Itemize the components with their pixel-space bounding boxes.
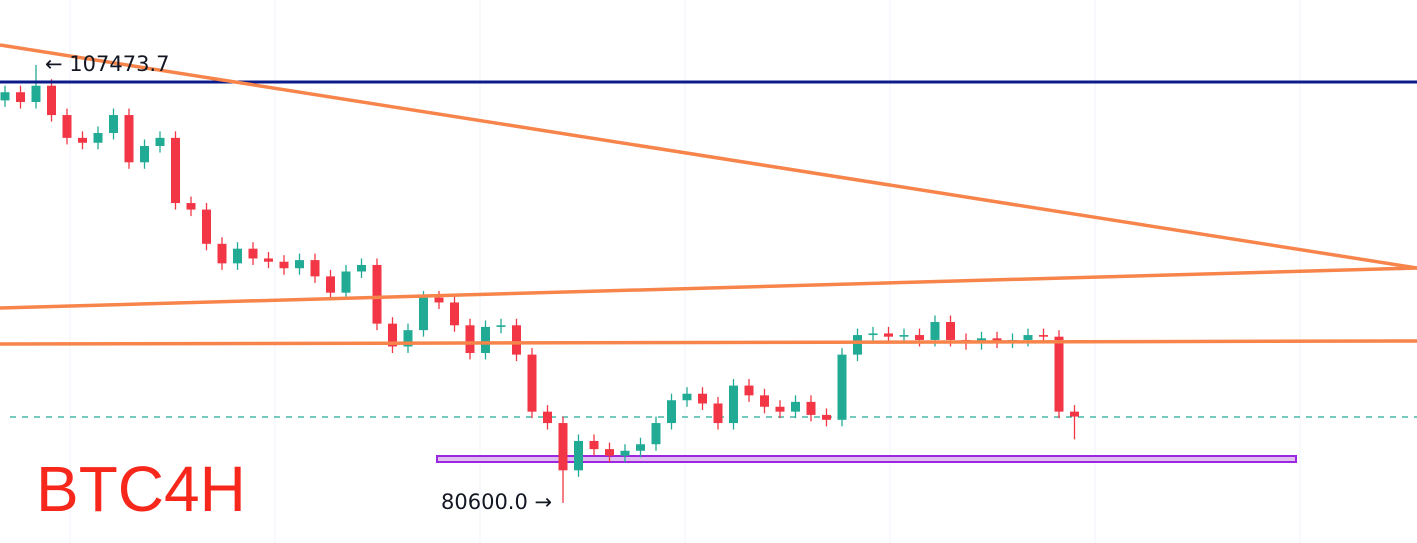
candle-body bbox=[930, 322, 940, 340]
candle-body bbox=[682, 393, 692, 401]
candle-body bbox=[140, 146, 149, 163]
candle-body bbox=[946, 322, 955, 340]
candle-body bbox=[465, 325, 475, 353]
candle-body bbox=[155, 137, 165, 147]
candle-body bbox=[434, 297, 444, 303]
candle-body bbox=[217, 243, 227, 264]
candle-body bbox=[605, 449, 614, 456]
candle-body bbox=[496, 325, 506, 327]
candle-body bbox=[62, 115, 72, 138]
candle-body bbox=[171, 137, 180, 204]
candle-body bbox=[31, 85, 41, 103]
support-zone bbox=[436, 455, 1297, 463]
candle-body bbox=[899, 335, 909, 337]
candle-body bbox=[1039, 335, 1048, 337]
candle-body bbox=[868, 333, 878, 336]
candle-body bbox=[341, 271, 351, 293]
candle-body bbox=[279, 261, 289, 269]
candle-body bbox=[93, 132, 103, 143]
candle-body bbox=[884, 333, 893, 337]
candle-body bbox=[574, 440, 583, 471]
candle-body bbox=[403, 330, 413, 347]
candle-body bbox=[729, 385, 738, 424]
candle-body bbox=[481, 326, 490, 353]
candle-body bbox=[295, 260, 304, 269]
candle-body bbox=[310, 260, 320, 277]
candles bbox=[0, 64, 1079, 503]
candle-body bbox=[202, 209, 211, 244]
candle-body bbox=[853, 335, 862, 355]
candle-body bbox=[806, 401, 816, 415]
candle-body bbox=[109, 115, 118, 133]
trendline bbox=[0, 266, 1417, 310]
low-label: 80600.0 → bbox=[441, 490, 552, 514]
trendlines bbox=[0, 43, 1417, 346]
candle-body bbox=[667, 400, 676, 424]
candle-body bbox=[264, 258, 273, 262]
candle-body bbox=[620, 450, 630, 456]
candle-body bbox=[78, 137, 87, 143]
candle-body bbox=[1054, 336, 1064, 412]
trendline bbox=[0, 43, 1417, 270]
candle-body bbox=[915, 335, 924, 340]
candle-body bbox=[775, 406, 785, 412]
candle-body bbox=[372, 264, 382, 324]
candle-body bbox=[419, 297, 428, 331]
candle-body bbox=[713, 403, 723, 424]
trendline bbox=[0, 339, 1417, 346]
candle-body bbox=[992, 338, 1002, 342]
candle-body bbox=[651, 423, 661, 445]
candle-body bbox=[1023, 335, 1033, 340]
candle-body bbox=[636, 444, 645, 451]
candle-body bbox=[558, 423, 568, 471]
candle-body bbox=[357, 264, 366, 272]
candle-body bbox=[760, 395, 769, 407]
candle-body bbox=[698, 393, 707, 404]
candle-body bbox=[744, 385, 754, 396]
candle-body bbox=[16, 92, 25, 103]
candle-body bbox=[233, 248, 242, 264]
candle-body bbox=[589, 440, 599, 450]
candle-body bbox=[543, 411, 552, 424]
candle-body bbox=[512, 325, 521, 355]
chart-title: BTC4H bbox=[36, 453, 246, 525]
candle-body bbox=[186, 203, 196, 210]
candle-body bbox=[837, 354, 847, 420]
candle-body bbox=[791, 401, 800, 412]
candle-body bbox=[1070, 411, 1079, 417]
high-label: ← 107473.7 bbox=[45, 52, 169, 76]
candle-body bbox=[822, 414, 831, 420]
candle-body bbox=[124, 115, 134, 163]
candle-body bbox=[527, 354, 537, 412]
candle-body bbox=[248, 248, 258, 259]
candle-body bbox=[0, 92, 10, 101]
candle-body bbox=[388, 323, 397, 347]
candle-body bbox=[47, 85, 56, 116]
candle-body bbox=[450, 302, 459, 326]
grid bbox=[69, 0, 1301, 543]
candle-body bbox=[326, 276, 335, 293]
